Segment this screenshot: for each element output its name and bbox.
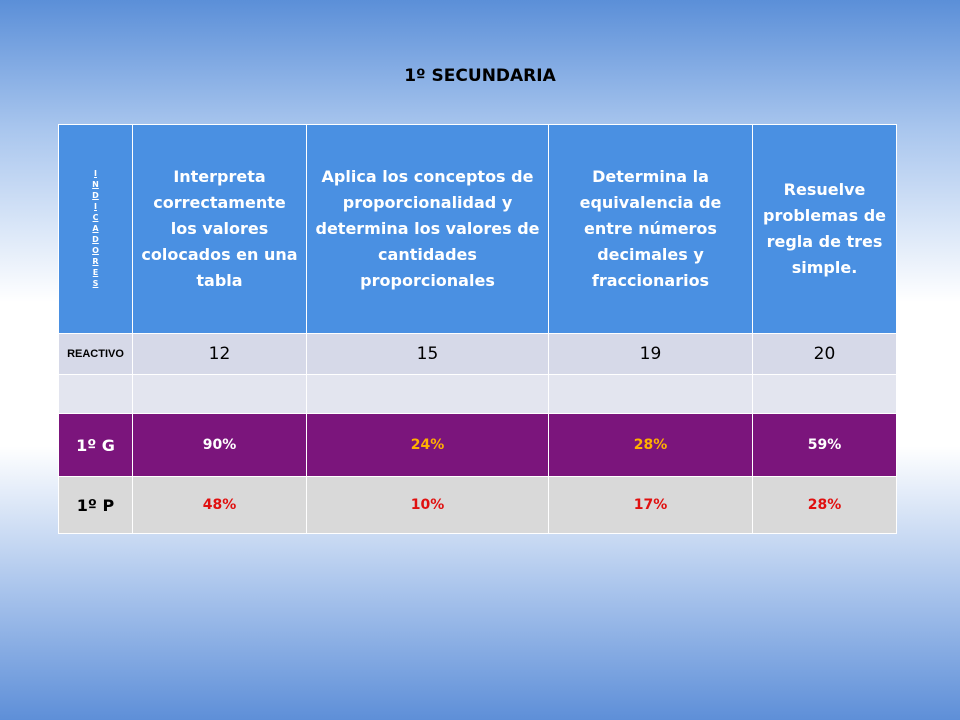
row-label: 1º G	[58, 413, 133, 477]
table-cell: 12	[132, 333, 307, 375]
table-cell	[752, 374, 897, 414]
empty-row	[58, 374, 897, 414]
table-cell: 15	[306, 333, 549, 375]
table-row: 1º P 48% 10% 17% 28%	[58, 476, 897, 534]
table-cell	[548, 374, 753, 414]
column-header: Aplica los conceptos de proporcionalidad…	[306, 124, 549, 334]
table-cell	[58, 374, 133, 414]
indicators-label: I N D I C A D O R E S	[92, 169, 99, 288]
row-label: 1º P	[58, 476, 133, 534]
indicators-table: I N D I C A D O R E S Interpreta correct…	[58, 124, 897, 534]
column-header: Interpreta correctamente los valores col…	[132, 124, 307, 334]
table-cell: 48%	[132, 476, 307, 534]
page-title: 1º SECUNDARIA	[404, 66, 556, 86]
table-cell: 90%	[132, 413, 307, 477]
column-header: Resuelve problemas de regla de tres simp…	[752, 124, 897, 334]
indicators-cell: I N D I C A D O R E S	[58, 124, 133, 334]
table-cell: 59%	[752, 413, 897, 477]
header-row: I N D I C A D O R E S Interpreta correct…	[58, 124, 897, 334]
table-cell: 28%	[752, 476, 897, 534]
table-cell: 24%	[306, 413, 549, 477]
table-cell: 17%	[548, 476, 753, 534]
table-cell: 10%	[306, 476, 549, 534]
column-header: Determina la equivalencia de entre númer…	[548, 124, 753, 334]
table-cell: 28%	[548, 413, 753, 477]
reactivo-row: REACTIVO 12 15 19 20	[58, 333, 897, 375]
table-cell	[306, 374, 549, 414]
row-label: REACTIVO	[58, 333, 133, 375]
table-cell	[132, 374, 307, 414]
table-row: 1º G 90% 24% 28% 59%	[58, 413, 897, 477]
table-cell: 19	[548, 333, 753, 375]
table-cell: 20	[752, 333, 897, 375]
